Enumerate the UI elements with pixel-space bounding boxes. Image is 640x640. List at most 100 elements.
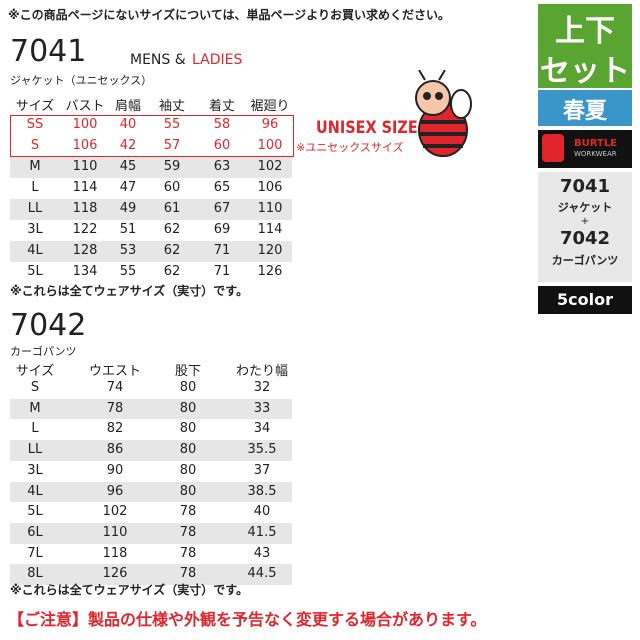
cell: 80 [179,442,197,458]
row-band [10,440,292,461]
top-note: ※この商品ページにないサイズについては、単品ページよりお買い求めください。 [8,8,450,22]
cell: 5L [27,504,43,520]
cell: 62 [163,264,181,279]
cell: 80 [179,483,197,499]
row-band [10,564,292,585]
cell: 114 [257,222,283,237]
tag-mens: MENS & [130,52,186,68]
header-cell: サイズ [15,99,55,114]
cell: 5L [27,264,43,279]
cell: 80 [179,462,197,478]
cell: 42 [119,138,137,153]
cell: 4L [27,243,43,258]
header-cell: ウエスト [88,364,142,379]
item1-name: ジャケット [557,201,613,214]
cell: 37 [253,462,271,478]
cell: 4L [27,483,43,499]
cell: 122 [72,222,98,237]
cell: 51 [119,222,137,237]
pants-note: ※これらは全てウェアサイズ（実寸）です。 [10,583,249,597]
cell: 90 [106,462,124,478]
cell: 40 [119,117,137,132]
cell: 102 [102,504,128,520]
cell: 120 [257,243,283,258]
cell: 34 [253,421,271,437]
header-cell: サイズ [15,364,55,379]
cell: 106 [257,180,283,195]
unisex-note: ※ユニセックスサイズ [296,141,404,154]
row-band [10,522,292,544]
cell: 40 [253,504,271,520]
brand-mark [542,134,564,162]
season: 春夏 [562,99,608,124]
brand-box: BURTLE WORKWEAR [538,130,632,168]
cell: 100 [72,117,98,132]
jacket-note: ※これらは全てウェアサイズ（実寸）です。 [10,284,249,298]
cell: 110 [72,159,98,174]
header-cell: 肩幅 [114,99,142,114]
brand: BURTLE [574,138,618,149]
item2-code: 7042 [559,228,611,249]
cell: 134 [72,264,98,279]
cell: 57 [163,138,181,153]
cell: 110 [257,201,283,216]
jacket-name: ジャケット（ユニセックス） [10,74,153,87]
cell: 78 [179,545,197,561]
cell: 102 [257,159,283,174]
pants-code: 7042 [10,308,87,343]
cell: 78 [179,524,197,540]
set-line2: セット [540,54,630,89]
cell: 55 [163,117,181,132]
cell: 126 [257,264,283,279]
cell: 60 [213,138,231,153]
cell: 80 [179,380,197,395]
cell: SS [26,117,44,132]
row-band [10,199,292,220]
cell: 71 [213,264,231,279]
cell: LL [27,201,43,216]
cell: 62 [163,243,181,258]
cell: 78 [179,566,197,582]
header-cell: バスト [65,99,105,114]
cell: S [30,380,40,395]
cell: 6L [27,524,43,540]
cell: 74 [106,380,124,395]
cell: 110 [102,524,128,540]
pants-name: カーゴパンツ [10,345,77,358]
cell: 69 [213,222,231,237]
cell: 33 [253,400,271,416]
cell: 3L [27,462,43,478]
cell: M [29,159,41,174]
season-box: 春夏 [538,90,632,126]
cell: 59 [163,159,181,174]
cell: 128 [72,243,98,258]
item1-code: 7041 [559,176,611,197]
color-box: 5color [538,286,632,314]
cell: 49 [119,201,137,216]
cell: 47 [119,180,137,195]
cell: 71 [213,243,231,258]
cell: 61 [163,201,181,216]
cell: 44.5 [247,566,277,582]
cell: 3L [27,222,43,237]
cell: 65 [213,180,231,195]
cell: 106 [72,138,98,153]
cell: 8L [27,566,43,582]
cell: 78 [106,400,124,416]
header-cell: 股下 [174,364,202,379]
cell: L [31,421,39,437]
cell: 53 [119,243,137,258]
cell: 80 [179,421,197,437]
item2-name: カーゴパンツ [551,254,619,267]
cell: 43 [253,545,271,561]
unisex-badge: UNISEX SIZE [316,118,418,138]
header-cell: わたり幅 [235,364,289,379]
cell: 100 [257,138,283,153]
cell: 96 [106,483,124,499]
cell: 118 [72,201,98,216]
cell: S [30,138,40,153]
cell: 63 [213,159,231,174]
cell: 67 [213,201,231,216]
cell: L [31,180,39,195]
cell: 55 [119,264,137,279]
